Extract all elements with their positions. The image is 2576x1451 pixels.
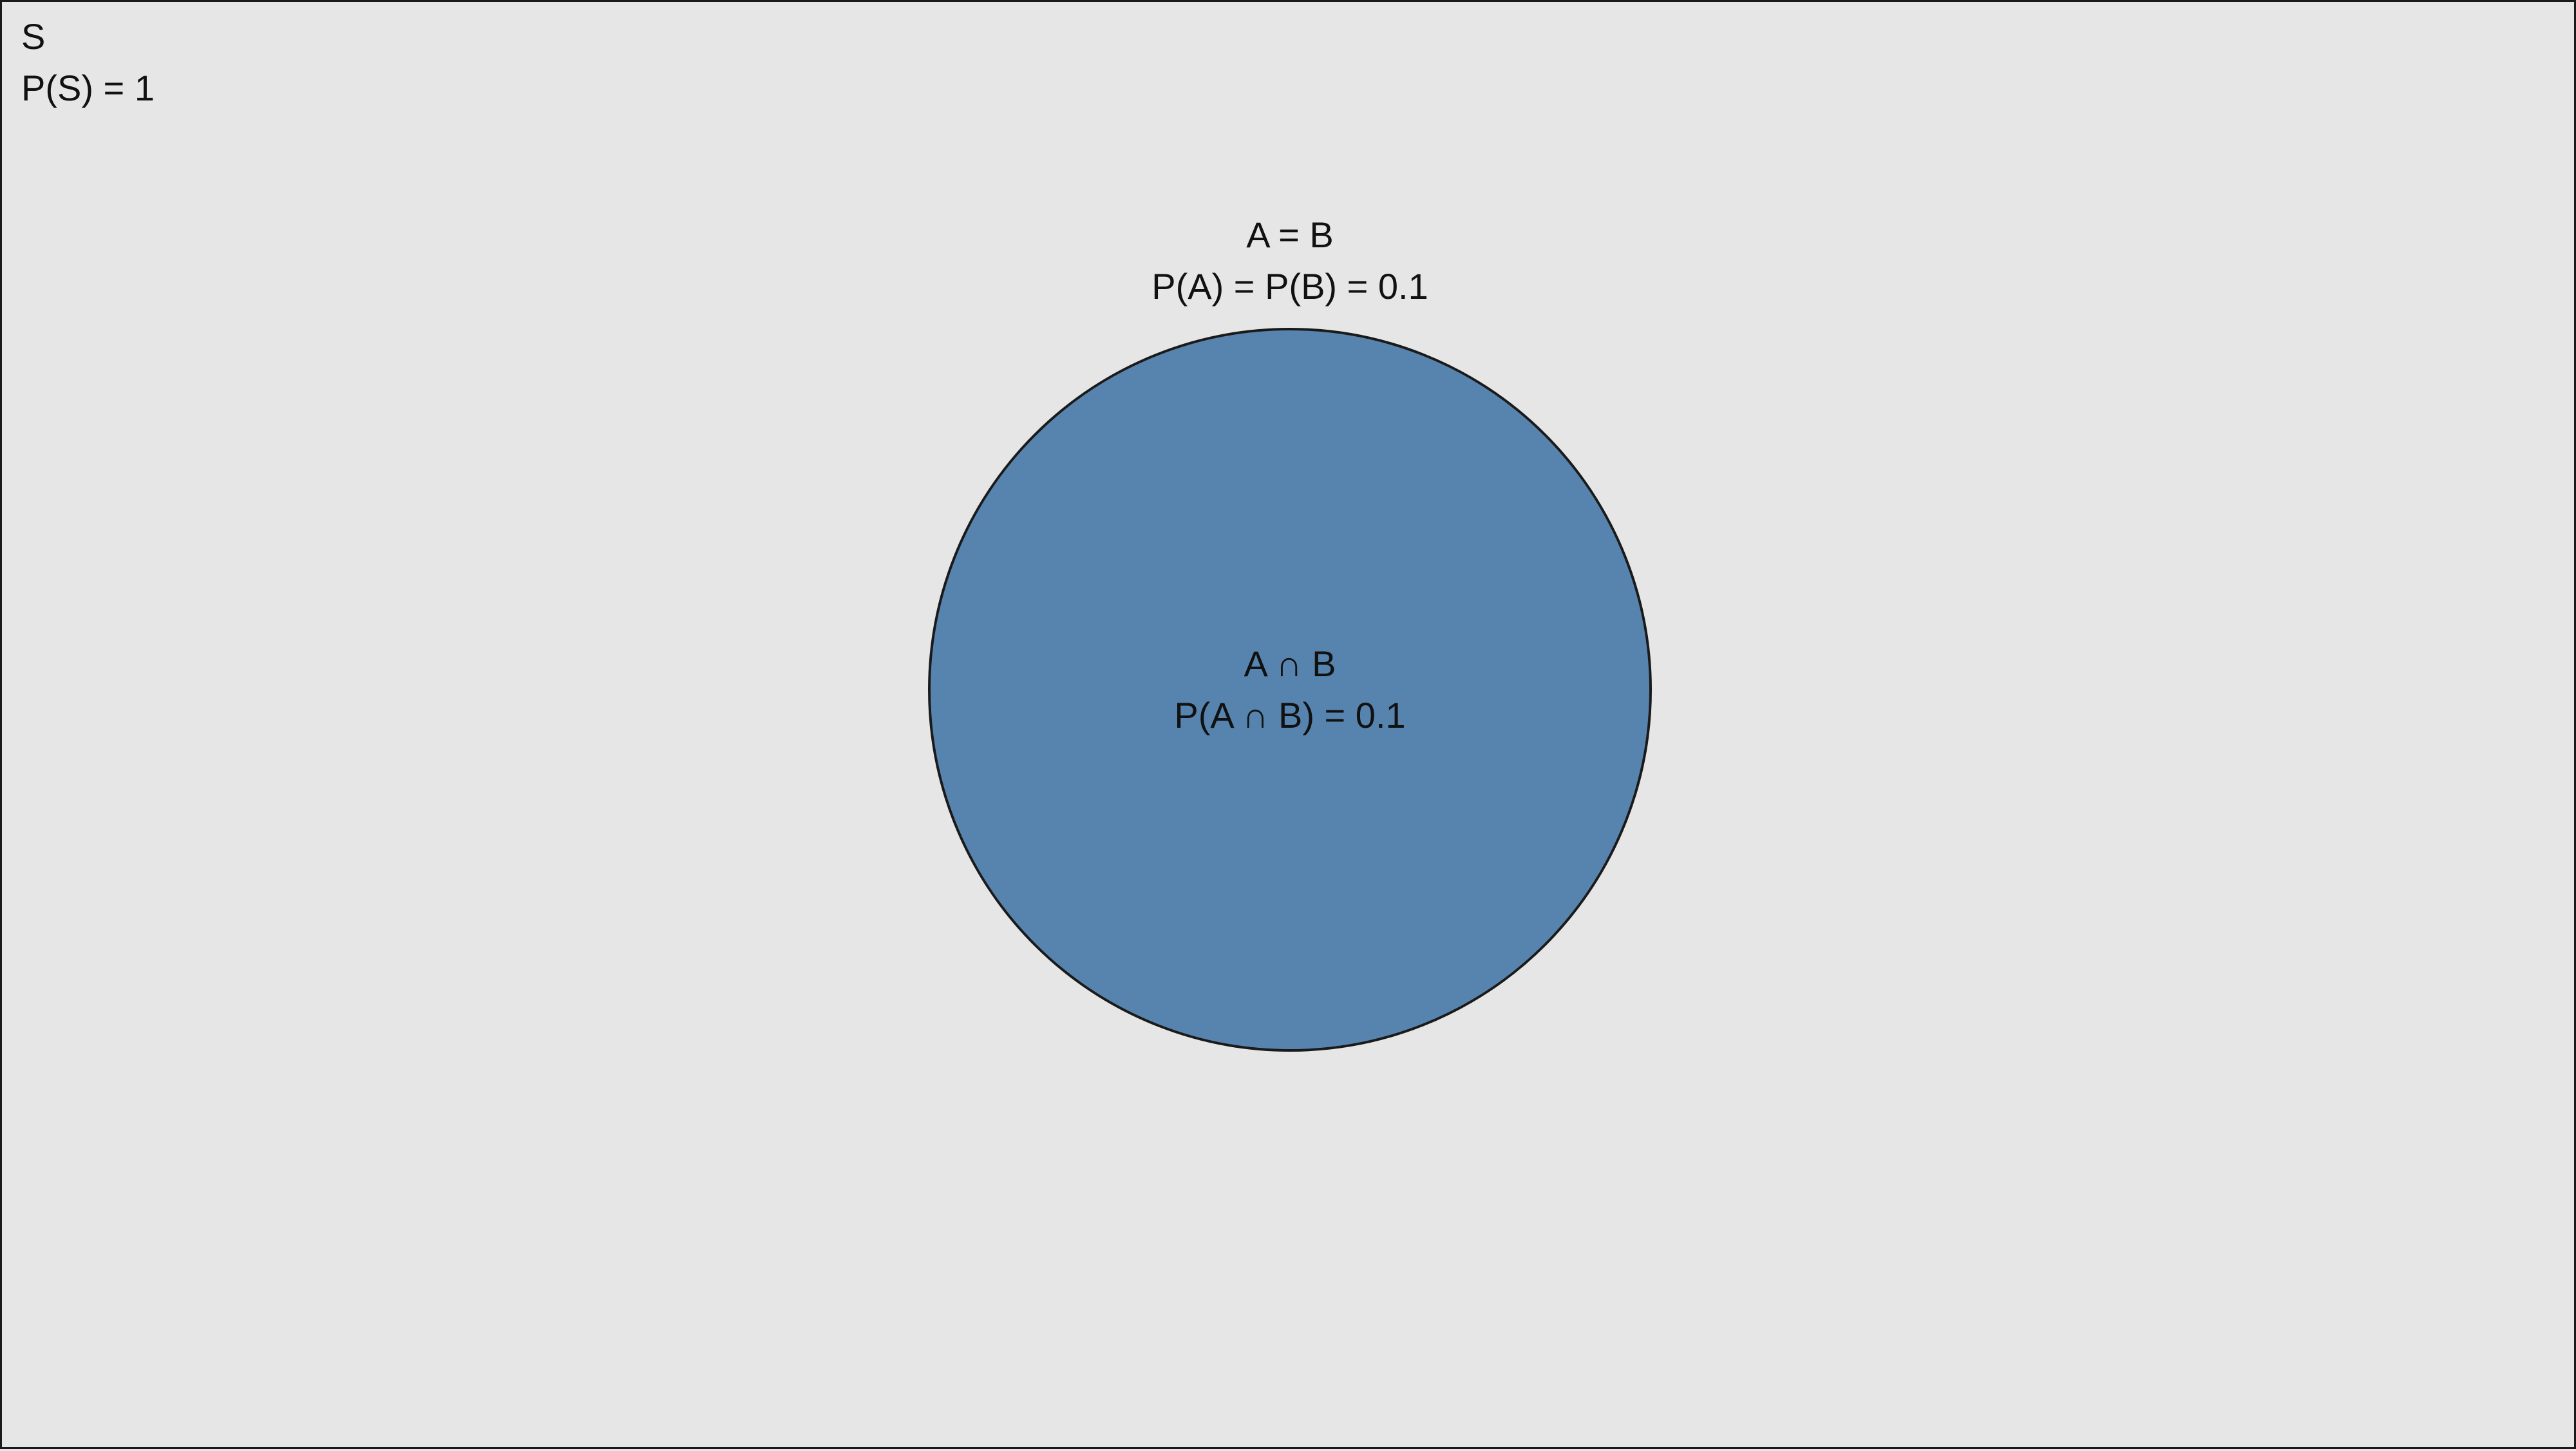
set-label: A = B P(A) = P(B) = 0.1 xyxy=(968,209,1612,312)
sample-space-label: S P(S) = 1 xyxy=(21,11,155,114)
intersection-probability: P(A ∩ B) = 0.1 xyxy=(1174,695,1406,735)
sample-space-name: S xyxy=(21,16,46,57)
intersection-label: A ∩ B P(A ∩ B) = 0.1 xyxy=(968,638,1612,741)
sample-space-probability: P(S) = 1 xyxy=(21,68,155,108)
intersection-name: A ∩ B xyxy=(1244,643,1336,684)
set-name: A = B xyxy=(1246,214,1334,255)
set-a-b-circle xyxy=(928,328,1652,1052)
set-probability: P(A) = P(B) = 0.1 xyxy=(1151,266,1428,307)
